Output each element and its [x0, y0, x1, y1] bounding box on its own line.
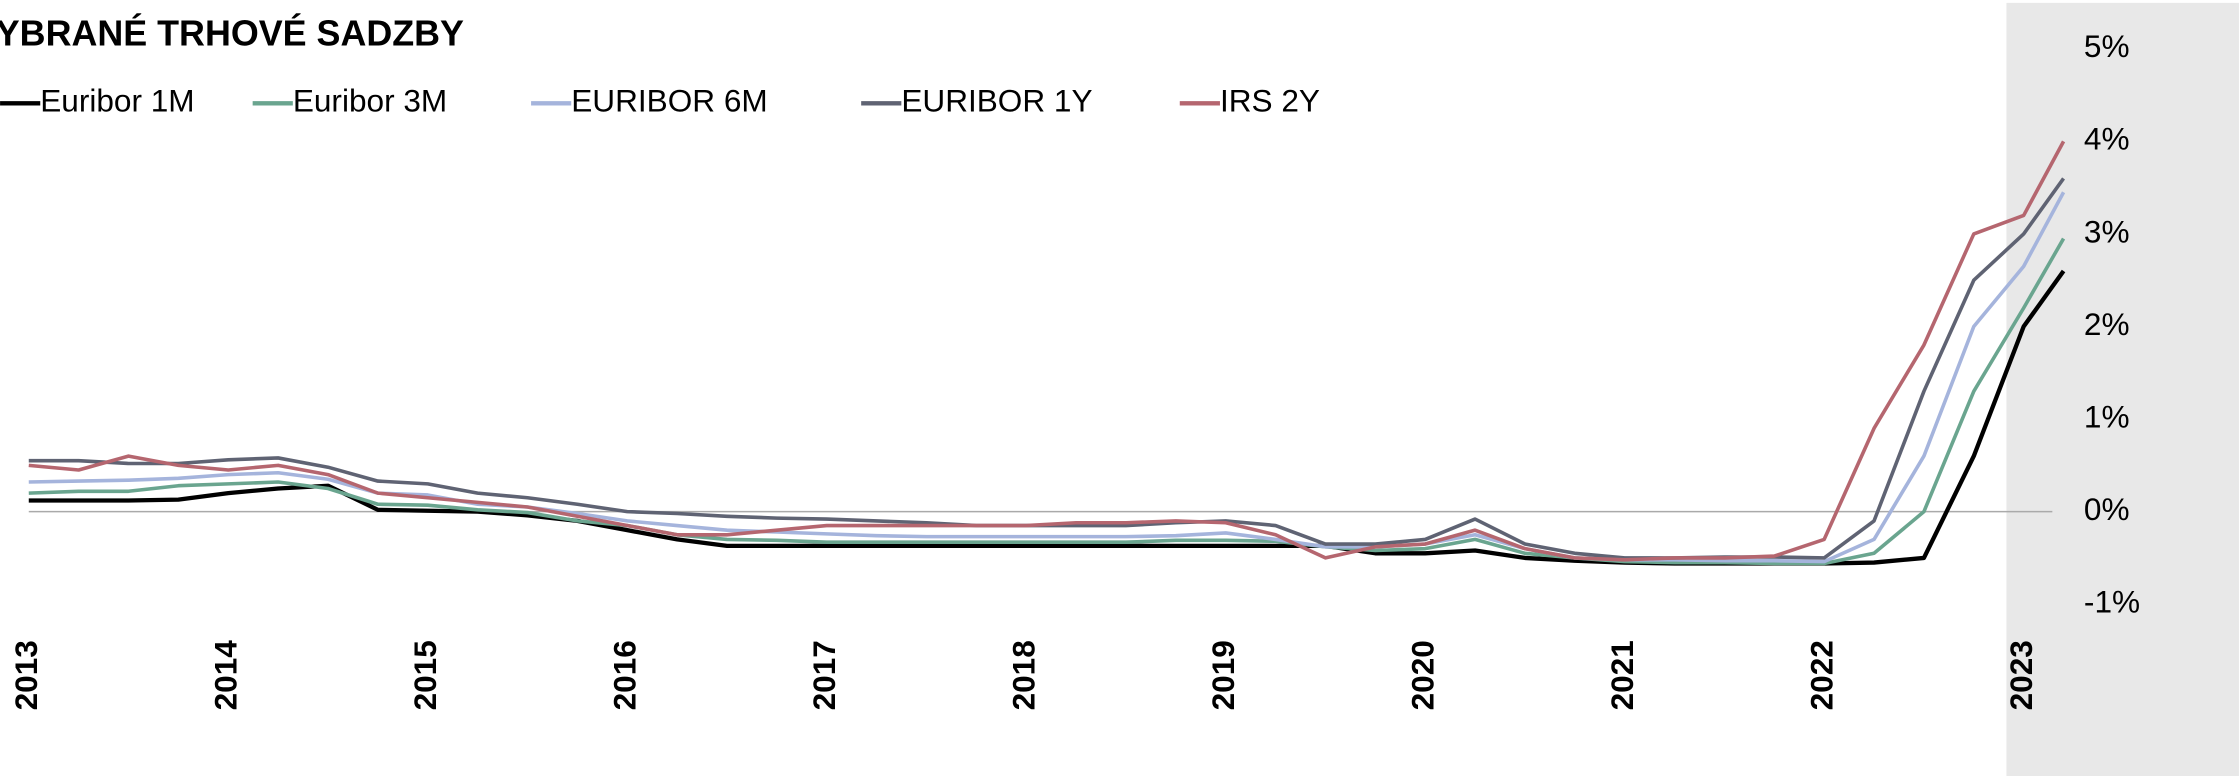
chart-title: YBRANÉ TRHOVÉ SADZBY: [0, 13, 464, 53]
x-tick-label: 2018: [1006, 640, 1042, 710]
x-tick-label: 2019: [1205, 640, 1241, 710]
x-tick-label: 2013: [8, 640, 44, 710]
x-tick-label: 2016: [607, 640, 643, 710]
legend-label: Euribor 3M: [293, 83, 447, 119]
y-tick-label: 3%: [2084, 213, 2130, 249]
y-tick-label: 5%: [2084, 28, 2130, 64]
y-tick-label: 4%: [2084, 121, 2130, 157]
x-tick-label: 2014: [208, 640, 244, 711]
x-tick-label: 2020: [1405, 640, 1441, 710]
x-tick-label: 2022: [1804, 640, 1840, 710]
series-line: [28, 177, 2066, 560]
x-tick-label: 2017: [806, 640, 842, 710]
series-line: [28, 269, 2066, 566]
legend-label: Euribor 1M: [40, 83, 194, 119]
y-tick-label: 0%: [2084, 491, 2130, 527]
series-line: [28, 237, 2066, 566]
y-tick-label: 2%: [2084, 306, 2130, 342]
x-tick-label: 2021: [1604, 640, 1640, 710]
axis-band: [2006, 2, 2239, 776]
legend-label: IRS 2Y: [1220, 83, 1320, 119]
x-tick-label: 2023: [2003, 640, 2039, 710]
legend-label: EURIBOR 6M: [571, 83, 767, 119]
y-tick-label: -1%: [2084, 584, 2140, 620]
legend-label: EURIBOR 1Y: [901, 83, 1092, 119]
series-line: [28, 140, 2066, 562]
series-line: [28, 191, 2066, 564]
x-tick-label: 2015: [407, 640, 443, 710]
y-tick-label: 1%: [2084, 398, 2130, 434]
